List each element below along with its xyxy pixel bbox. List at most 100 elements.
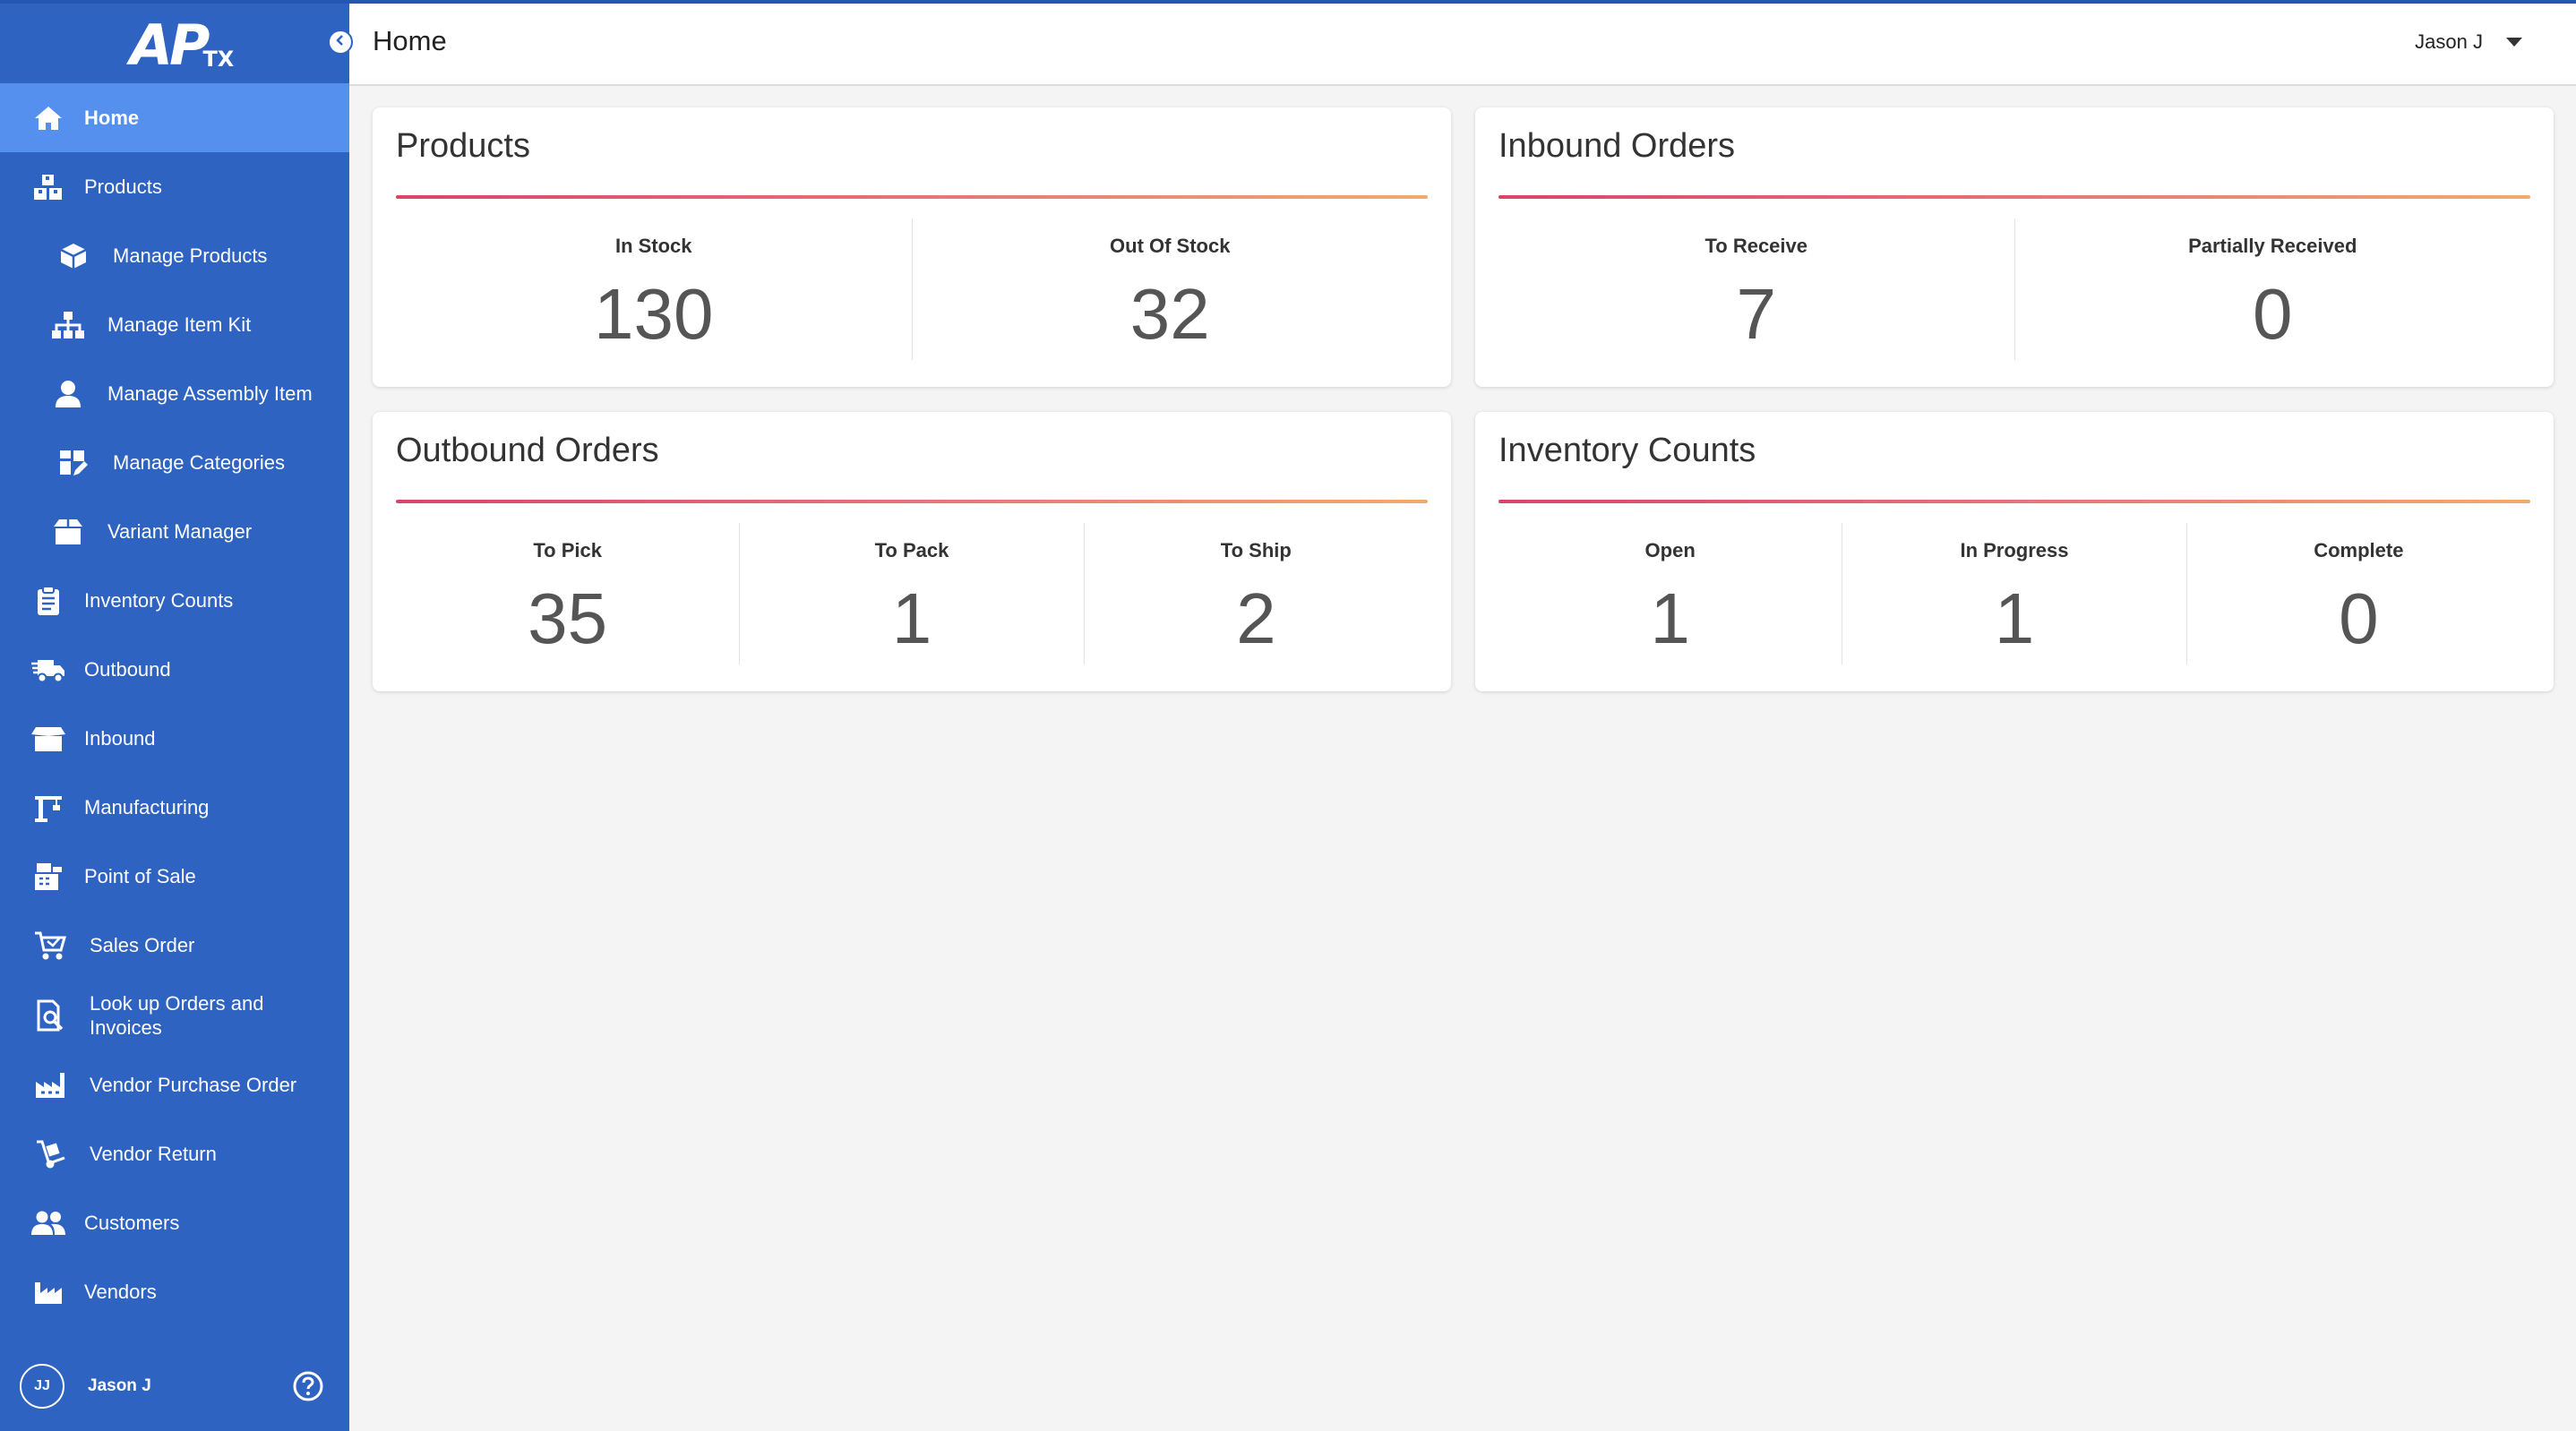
stat-in-progress[interactable]: In Progress 1 [1842, 523, 2185, 664]
stat-value: 0 [2253, 274, 2293, 354]
home-icon [30, 100, 66, 136]
industry-icon [30, 1274, 66, 1310]
stat-value: 32 [1129, 274, 1210, 354]
sidebar-item-label: Inbound [84, 726, 156, 750]
top-header: Home Jason J [349, 4, 2576, 86]
stat-to-receive[interactable]: To Receive 7 [1498, 219, 2014, 360]
clipboard-icon [30, 583, 66, 619]
categories-icon [56, 445, 91, 481]
stats-row: To Receive 7 Partially Received 0 [1498, 219, 2530, 360]
dolly-icon [32, 1136, 68, 1172]
sidebar-item-manage-assembly-item[interactable]: Manage Assembly Item [0, 359, 349, 428]
sidebar-nav: Home Products Manage Products Manage Ite… [0, 83, 349, 1326]
collapse-sidebar-button[interactable] [328, 30, 353, 55]
sidebar-item-label: Manage Item Kit [107, 313, 252, 336]
factory-icon [32, 1067, 68, 1103]
stat-value: 1 [1994, 578, 2035, 658]
stat-to-ship[interactable]: To Ship 2 [1083, 523, 1428, 664]
question-circle-icon[interactable] [292, 1370, 324, 1402]
crane-icon [30, 790, 66, 826]
sidebar-item-label: Manufacturing [84, 795, 210, 818]
stat-complete[interactable]: Complete 0 [2185, 523, 2530, 664]
sidebar-item-label: Vendors [84, 1280, 157, 1303]
doc-search-icon [32, 998, 68, 1033]
avatar[interactable]: JJ [20, 1364, 64, 1409]
inventory-counts-card: Inventory Counts Open 1 In Progress 1 Co… [1475, 412, 2554, 691]
sidebar-item-manufacturing[interactable]: Manufacturing [0, 773, 349, 842]
sidebar-item-manage-item-kit[interactable]: Manage Item Kit [0, 290, 349, 359]
logo-text: AP [130, 13, 210, 78]
stat-label: To Receive [1704, 235, 1808, 257]
stat-label: Complete [2314, 539, 2404, 561]
sidebar-item-label: Inventory Counts [84, 588, 234, 612]
sidebar-item-label: Vendor Return [90, 1142, 217, 1165]
sidebar-item-home[interactable]: Home [0, 83, 349, 152]
sidebar-item-vendor-purchase-order[interactable]: Vendor Purchase Order [0, 1050, 349, 1119]
logo-subtext: TX [202, 47, 235, 72]
card-title: Outbound Orders [396, 432, 659, 469]
sidebar: AP TX Home Products Manage Products Ma [0, 0, 349, 1431]
stat-label: Open [1644, 539, 1696, 561]
user-menu-dropdown[interactable]: Jason J [2415, 30, 2522, 54]
sidebar-item-customers[interactable]: Customers [0, 1188, 349, 1257]
stat-in-stock[interactable]: In Stock 130 [396, 219, 912, 360]
avatar-initials: JJ [34, 1378, 50, 1393]
sidebar-item-products[interactable]: Products [0, 152, 349, 221]
sidebar-item-inbound[interactable]: Inbound [0, 704, 349, 773]
stat-label: To Ship [1220, 539, 1292, 561]
sidebar-item-point-of-sale[interactable]: Point of Sale [0, 842, 349, 911]
sidebar-item-label: Vendor Purchase Order [90, 1073, 297, 1096]
products-card: Products In Stock 130 Out Of Stock 32 [373, 107, 1451, 387]
stats-row: In Stock 130 Out Of Stock 32 [396, 219, 1428, 360]
sidebar-item-outbound[interactable]: Outbound [0, 635, 349, 704]
stat-to-pick[interactable]: To Pick 35 [396, 523, 739, 664]
stat-value: 7 [1736, 274, 1777, 354]
caret-down-icon [2506, 38, 2522, 47]
sidebar-item-label: Sales Order [90, 933, 195, 956]
cart-icon [32, 928, 68, 964]
sidebar-item-label: Manage Products [113, 244, 268, 267]
card-divider [1498, 195, 2530, 199]
stat-out-of-stock[interactable]: Out Of Stock 32 [911, 219, 1429, 360]
sidebar-item-lookup-orders[interactable]: Look up Orders and Invoices [0, 980, 349, 1050]
stat-label: To Pick [533, 539, 602, 561]
stats-row: Open 1 In Progress 1 Complete 0 [1498, 523, 2530, 664]
stat-label: Partially Received [2188, 235, 2357, 257]
user-icon [50, 376, 86, 412]
sidebar-item-sales-order[interactable]: Sales Order [0, 911, 349, 980]
page-title: Home [373, 25, 447, 56]
stat-open[interactable]: Open 1 [1498, 523, 1842, 664]
truck-icon [30, 652, 66, 688]
card-divider [1498, 500, 2530, 503]
stats-row: To Pick 35 To Pack 1 To Ship 2 [396, 523, 1428, 664]
top-accent-line [0, 0, 2576, 4]
sidebar-item-label: Outbound [84, 657, 171, 681]
sidebar-item-label: Products [84, 175, 162, 198]
sidebar-item-variant-manager[interactable]: Variant Manager [0, 497, 349, 566]
register-icon [30, 859, 66, 895]
sidebar-item-vendors[interactable]: Vendors [0, 1257, 349, 1326]
sidebar-item-label: Look up Orders and Invoices [90, 991, 264, 1039]
user-menu-name: Jason J [2415, 30, 2483, 53]
sidebar-item-label: Point of Sale [84, 864, 196, 887]
sidebar-item-label: Manage Categories [113, 450, 286, 474]
stat-to-pack[interactable]: To Pack 1 [739, 523, 1083, 664]
sidebar-item-label: Customers [84, 1211, 180, 1234]
stat-value: 1 [1650, 578, 1690, 658]
stat-value: 2 [1236, 578, 1276, 658]
stat-partially-received[interactable]: Partially Received 0 [2014, 219, 2531, 360]
card-title: Inventory Counts [1498, 432, 1756, 469]
sidebar-item-manage-products[interactable]: Manage Products [0, 221, 349, 290]
card-title: Inbound Orders [1498, 127, 1736, 165]
card-divider [396, 195, 1428, 199]
card-divider [396, 500, 1428, 503]
sitemap-icon [50, 307, 86, 343]
sidebar-item-manage-categories[interactable]: Manage Categories [0, 428, 349, 497]
sidebar-item-inventory-counts[interactable]: Inventory Counts [0, 566, 349, 635]
stat-value: 130 [594, 274, 714, 354]
app-logo[interactable]: AP TX [130, 13, 234, 78]
sidebar-item-vendor-return[interactable]: Vendor Return [0, 1119, 349, 1188]
stat-label: In Stock [614, 235, 692, 257]
users-icon [30, 1205, 66, 1241]
cube-icon [56, 238, 91, 274]
